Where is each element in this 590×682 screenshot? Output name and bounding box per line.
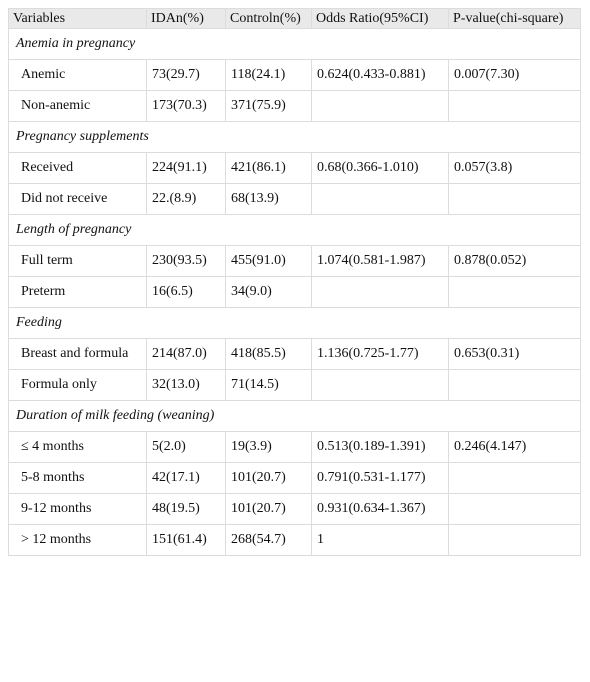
section-row: Feeding <box>8 307 581 339</box>
header-cell: IDAn(%) <box>146 8 226 29</box>
cell: 68(13.9) <box>225 183 312 215</box>
cell: 173(70.3) <box>146 90 226 122</box>
header-cell: Variables <box>8 8 147 29</box>
cell: 42(17.1) <box>146 462 226 494</box>
cell: 34(9.0) <box>225 276 312 308</box>
cell: 0.057(3.8) <box>448 152 581 184</box>
empty-cell <box>448 369 581 401</box>
cell: 230(93.5) <box>146 245 226 277</box>
cell: 73(29.7) <box>146 59 226 91</box>
cell: 1.074(0.581-1.987) <box>311 245 449 277</box>
data-table: Variables IDAn(%) Controln(%) Odds Ratio(95… <box>8 8 581 556</box>
cell: 5-8 months <box>8 462 147 494</box>
table-body: Anemia in pregnancy Anemic 73(29.7) 118(24.… <box>8 28 581 556</box>
empty-cell <box>311 183 449 215</box>
cell: Full term <box>8 245 147 277</box>
cell: 0.007(7.30) <box>448 59 581 91</box>
data-row: 9-12 months 48(19.5) 101(20.7) 0.931(0.634-… <box>8 493 581 525</box>
cell: 1 <box>311 524 449 556</box>
cell: 1.136(0.725-1.77) <box>311 338 449 370</box>
header-cell: P-value(chi-square) <box>448 8 581 29</box>
cell: 421(86.1) <box>225 152 312 184</box>
section-row: Anemia in pregnancy <box>8 28 581 60</box>
cell: Did not receive <box>8 183 147 215</box>
section-title: Feeding <box>8 307 581 339</box>
cell: ≤ 4 months <box>8 431 147 463</box>
cell: 22.(8.9) <box>146 183 226 215</box>
data-row: Full term 230(93.5) 455(91.0) 1.074(0.581-1… <box>8 245 581 277</box>
data-row: Anemic 73(29.7) 118(24.1) 0.624(0.433-0.881… <box>8 59 581 91</box>
data-row: Breast and formula 214(87.0) 418(85.5) 1.13… <box>8 338 581 370</box>
header-cell: Odds Ratio(95%CI) <box>311 8 449 29</box>
cell: 151(61.4) <box>146 524 226 556</box>
cell: 0.246(4.147) <box>448 431 581 463</box>
cell: 0.513(0.189-1.391) <box>311 431 449 463</box>
cell: Breast and formula <box>8 338 147 370</box>
section-title: Duration of milk feeding (weaning) <box>8 400 581 432</box>
cell: 71(14.5) <box>225 369 312 401</box>
empty-cell <box>448 90 581 122</box>
cell: 214(87.0) <box>146 338 226 370</box>
header-row: Variables IDAn(%) Controln(%) Odds Ratio(95… <box>8 8 581 29</box>
cell: 418(85.5) <box>225 338 312 370</box>
table-header: Variables IDAn(%) Controln(%) Odds Ratio(95… <box>8 8 581 29</box>
data-row: Did not receive 22.(8.9) 68(13.9) <box>8 183 581 215</box>
cell: 455(91.0) <box>225 245 312 277</box>
section-row: Duration of milk feeding (weaning) <box>8 400 581 432</box>
cell: 101(20.7) <box>225 493 312 525</box>
empty-cell <box>311 369 449 401</box>
section-row: Pregnancy supplements <box>8 121 581 153</box>
section-title: Length of pregnancy <box>8 214 581 246</box>
empty-cell <box>448 276 581 308</box>
cell: Non-anemic <box>8 90 147 122</box>
cell: Formula only <box>8 369 147 401</box>
cell: 0.624(0.433-0.881) <box>311 59 449 91</box>
cell: Preterm <box>8 276 147 308</box>
cell: Anemic <box>8 59 147 91</box>
data-row: Non-anemic 173(70.3) 371(75.9) <box>8 90 581 122</box>
cell: 16(6.5) <box>146 276 226 308</box>
cell: 48(19.5) <box>146 493 226 525</box>
section-title: Anemia in pregnancy <box>8 28 581 60</box>
cell: 0.68(0.366-1.010) <box>311 152 449 184</box>
cell: Received <box>8 152 147 184</box>
data-row: ≤ 4 months 5(2.0) 19(3.9) 0.513(0.189-1.391… <box>8 431 581 463</box>
section-row: Length of pregnancy <box>8 214 581 246</box>
cell: 5(2.0) <box>146 431 226 463</box>
data-row: 5-8 months 42(17.1) 101(20.7) 0.791(0.531-1… <box>8 462 581 494</box>
cell: 268(54.7) <box>225 524 312 556</box>
data-row: Preterm 16(6.5) 34(9.0) <box>8 276 581 308</box>
cell: 9-12 months <box>8 493 147 525</box>
section-title: Pregnancy supplements <box>8 121 581 153</box>
cell: 224(91.1) <box>146 152 226 184</box>
data-row: Received 224(91.1) 421(86.1) 0.68(0.366-1.0… <box>8 152 581 184</box>
empty-cell <box>448 183 581 215</box>
empty-cell <box>448 524 581 556</box>
cell: > 12 months <box>8 524 147 556</box>
cell: 371(75.9) <box>225 90 312 122</box>
empty-cell <box>311 90 449 122</box>
cell: 0.878(0.052) <box>448 245 581 277</box>
cell: 0.653(0.31) <box>448 338 581 370</box>
empty-cell <box>448 462 581 494</box>
empty-cell <box>448 493 581 525</box>
empty-cell <box>311 276 449 308</box>
cell: 0.931(0.634-1.367) <box>311 493 449 525</box>
cell: 32(13.0) <box>146 369 226 401</box>
header-cell: Controln(%) <box>225 8 312 29</box>
cell: 0.791(0.531-1.177) <box>311 462 449 494</box>
data-row: > 12 months 151(61.4) 268(54.7) 1 <box>8 524 581 556</box>
cell: 118(24.1) <box>225 59 312 91</box>
cell: 101(20.7) <box>225 462 312 494</box>
data-row: Formula only 32(13.0) 71(14.5) <box>8 369 581 401</box>
cell: 19(3.9) <box>225 431 312 463</box>
